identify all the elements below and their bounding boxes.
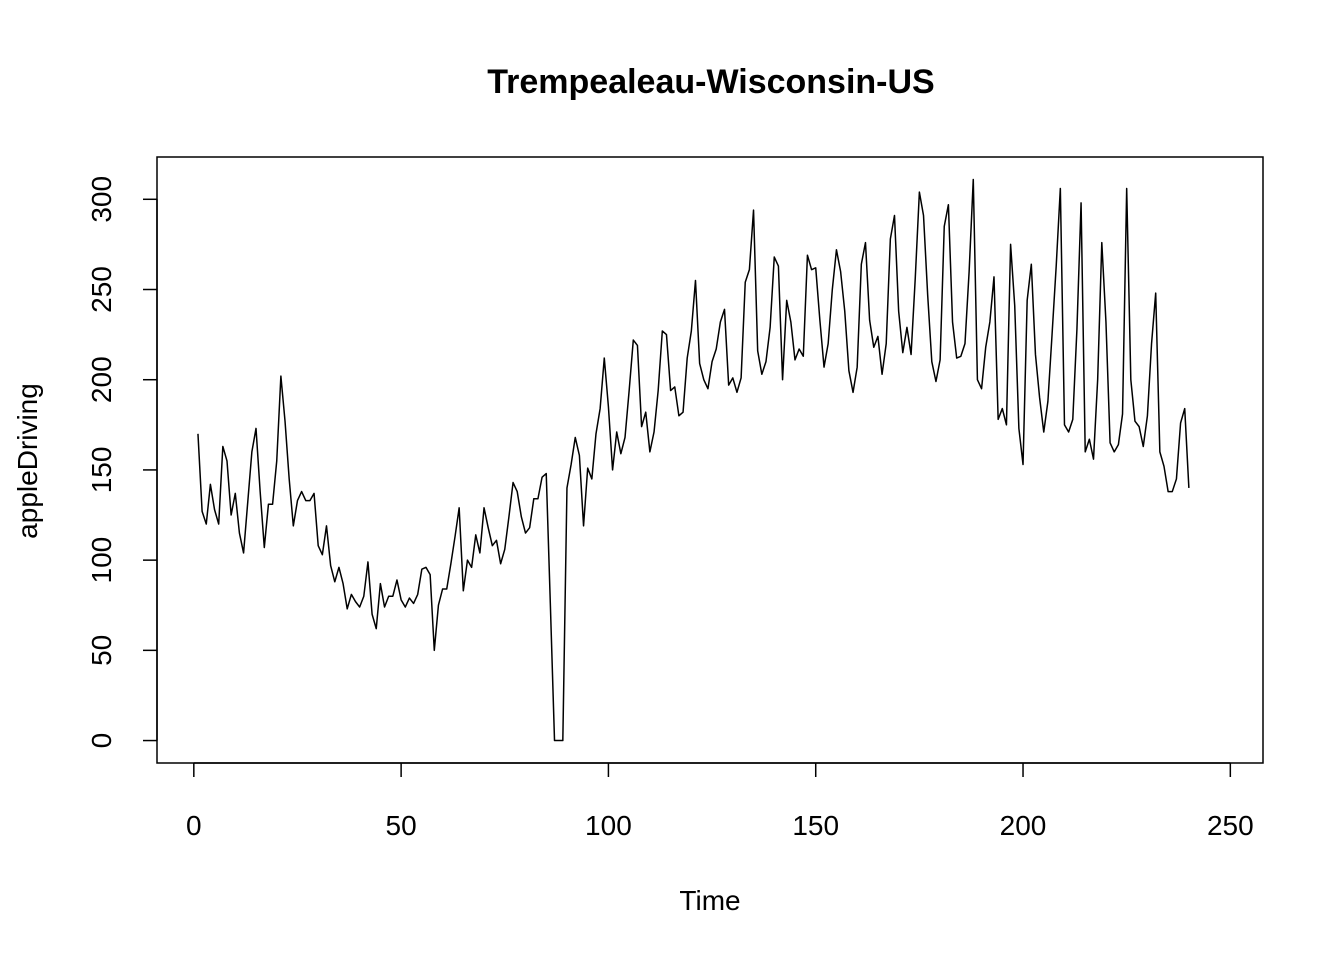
y-tick-label: 250 (86, 266, 117, 313)
x-tick-label: 250 (1207, 810, 1254, 841)
chart-title: Trempealeau-Wisconsin-US (487, 63, 934, 101)
x-axis: 0 50 100 150 200 250 (186, 762, 1254, 841)
x-tick-label: 200 (1000, 810, 1047, 841)
y-axis: 0 50 100 150 200 250 300 (86, 176, 158, 749)
y-tick-label: 50 (86, 635, 117, 666)
y-tick-label: 100 (86, 537, 117, 584)
x-axis-label: Time (679, 885, 740, 916)
y-tick-label: 0 (86, 733, 117, 749)
series-line (197, 178, 1190, 742)
x-tick-label: 50 (386, 810, 417, 841)
y-axis-label: appleDriving (12, 383, 43, 539)
plot-frame (156, 156, 1264, 764)
y-tick-label: 150 (86, 447, 117, 494)
y-tick-label: 200 (86, 356, 117, 403)
x-tick-label: 100 (585, 810, 632, 841)
x-tick-label: 0 (186, 810, 202, 841)
x-tick-label: 150 (792, 810, 839, 841)
y-tick-label: 300 (86, 176, 117, 223)
